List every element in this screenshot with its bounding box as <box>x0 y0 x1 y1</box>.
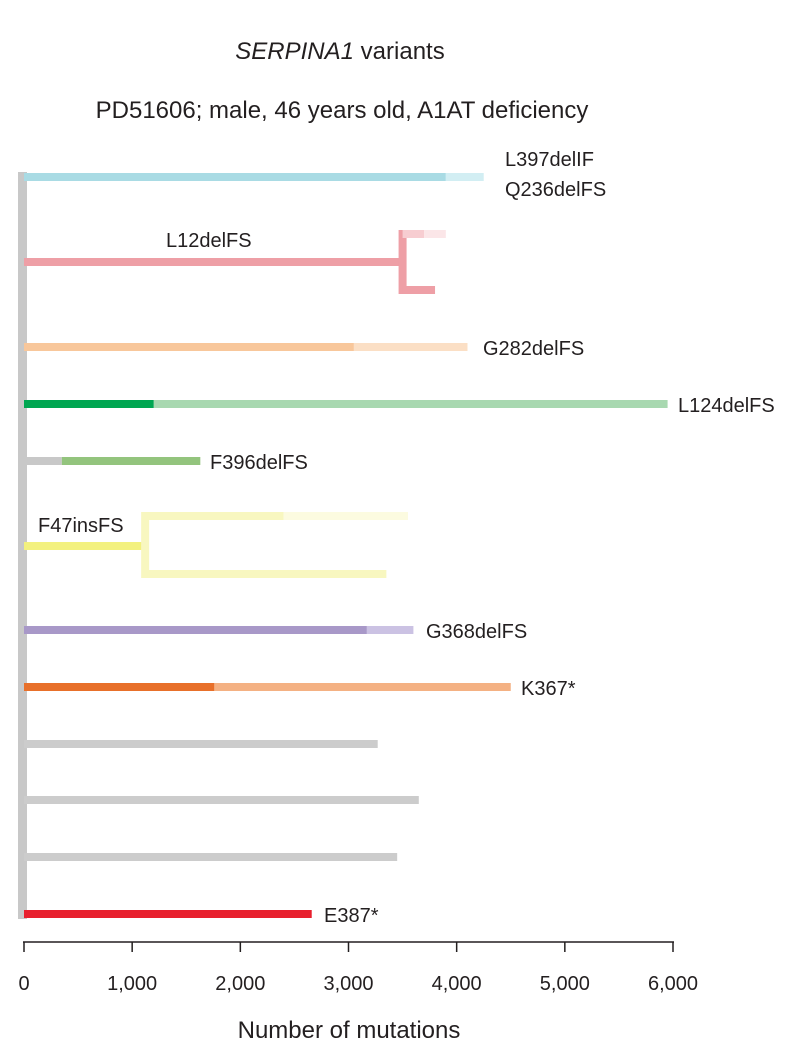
lineage-5-branch-0-segment-1 <box>283 512 408 520</box>
lineage-1-branch-1-segment-0 <box>402 286 436 294</box>
lineage-0-segment-1 <box>445 173 484 181</box>
lineage-8-segment-0 <box>24 740 378 748</box>
chart-title: SERPINA1 variants <box>0 38 680 66</box>
lineage-1-segment-0 <box>24 258 403 266</box>
lineage-7-segment-0 <box>24 683 215 691</box>
lineage-2-segment-0 <box>24 343 354 351</box>
lineage-label-4: F396delFS <box>210 452 308 474</box>
lineage-7-segment-1 <box>214 683 511 691</box>
x-axis-label: Number of mutations <box>238 1017 461 1044</box>
lineage-11-segment-0 <box>24 910 312 918</box>
lineage-1-branch-0-segment-0 <box>402 230 425 238</box>
x-tick-label-5: 5,000 <box>540 973 590 995</box>
lineage-label-1: L12delFS <box>166 230 252 252</box>
lineage-9-segment-0 <box>24 796 419 804</box>
lineage-5-segment-0 <box>24 542 146 550</box>
lineage-10-segment-0 <box>24 853 398 861</box>
lineage-3-segment-0 <box>24 400 154 408</box>
lineage-6-segment-1 <box>366 626 414 634</box>
lineage-0-segment-0 <box>24 173 446 181</box>
x-tick-label-0: 0 <box>18 973 29 995</box>
lineage-5-split <box>141 512 150 578</box>
lineage-label-0-line-0: L397delIF <box>505 149 594 171</box>
lineage-5-branch-1-segment-0 <box>145 570 387 578</box>
x-tick-label-1: 1,000 <box>107 973 157 995</box>
lineage-label-2: G282delFS <box>483 338 584 360</box>
x-tick-label-6: 6,000 <box>648 973 698 995</box>
x-tick-label-2: 2,000 <box>215 973 265 995</box>
lineage-1-split <box>398 230 407 294</box>
lineage-label-6: G368delFS <box>426 621 527 643</box>
lineage-4-segment-1 <box>61 457 201 465</box>
lineage-label-3: L124delFS <box>678 395 775 417</box>
lineage-label-7: K367* <box>521 678 576 700</box>
lineage-3-segment-1 <box>153 400 668 408</box>
x-tick-label-3: 3,000 <box>323 973 373 995</box>
lineage-label-5: F47insFS <box>38 515 124 537</box>
x-tick-label-4: 4,000 <box>432 973 482 995</box>
lineage-6-segment-0 <box>24 626 367 634</box>
lineage-label-11: E387* <box>324 905 379 927</box>
gene-name: SERPINA1 <box>235 38 354 65</box>
lineage-1-branch-0-segment-1 <box>424 230 446 238</box>
title-suffix: variants <box>354 38 445 65</box>
lineage-label-0-line-1: Q236delFS <box>505 179 606 201</box>
lineage-5-branch-0-segment-0 <box>145 512 284 520</box>
chart-subtitle: PD51606; male, 46 years old, A1AT defici… <box>95 97 589 124</box>
lineage-trunk <box>18 172 27 919</box>
lineage-2-segment-1 <box>353 343 468 351</box>
lineage-4-segment-0 <box>24 457 62 465</box>
